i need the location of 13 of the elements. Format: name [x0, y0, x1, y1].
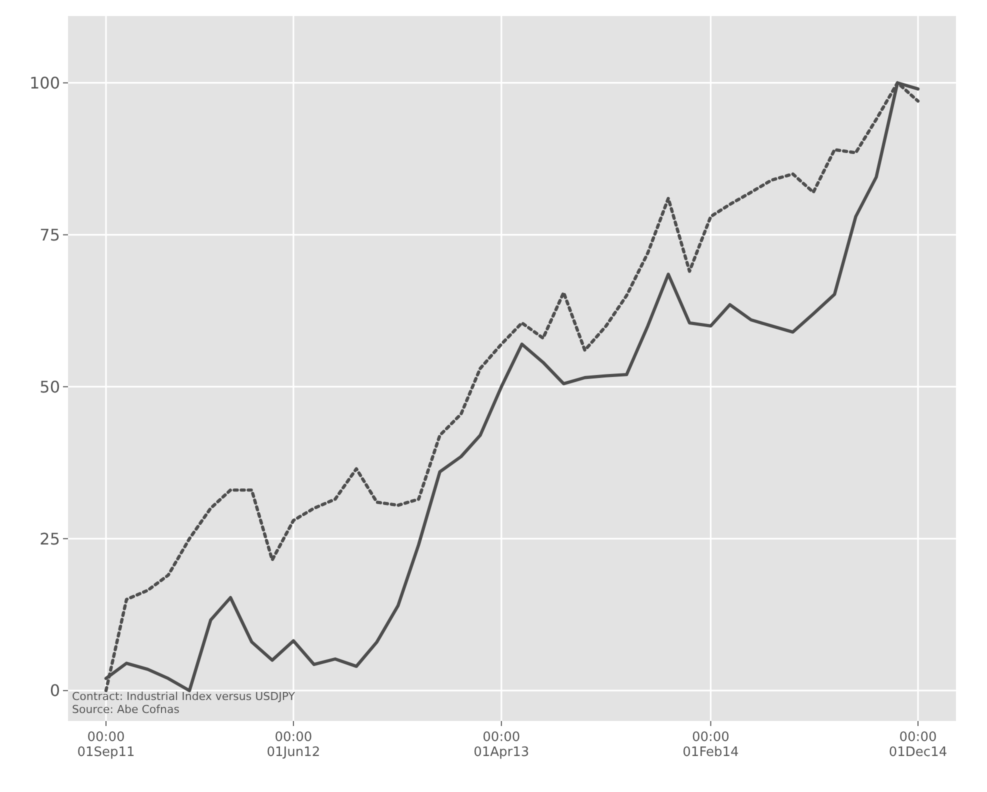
y-tick-label: 100 — [29, 73, 60, 92]
x-tick-label: 00:00 01Dec14 — [888, 730, 948, 760]
annotation: Contract: Industrial Index versus USDJPY — [72, 690, 296, 703]
y-tick-label: 50 — [40, 377, 60, 396]
x-tick-label: 00:00 01Apr13 — [474, 730, 530, 760]
annotation: Source: Abe Cofnas — [72, 703, 180, 716]
x-tick-label: 00:00 01Sep11 — [77, 730, 135, 760]
x-tick-label: 00:00 01Feb14 — [682, 730, 739, 760]
line-series — [104, 81, 920, 692]
y-tick-label: 75 — [40, 225, 60, 244]
y-tick-label: 25 — [40, 529, 60, 548]
x-tick-label: 00:00 01Jun12 — [266, 730, 320, 760]
y-tick-label: 0 — [50, 681, 60, 700]
